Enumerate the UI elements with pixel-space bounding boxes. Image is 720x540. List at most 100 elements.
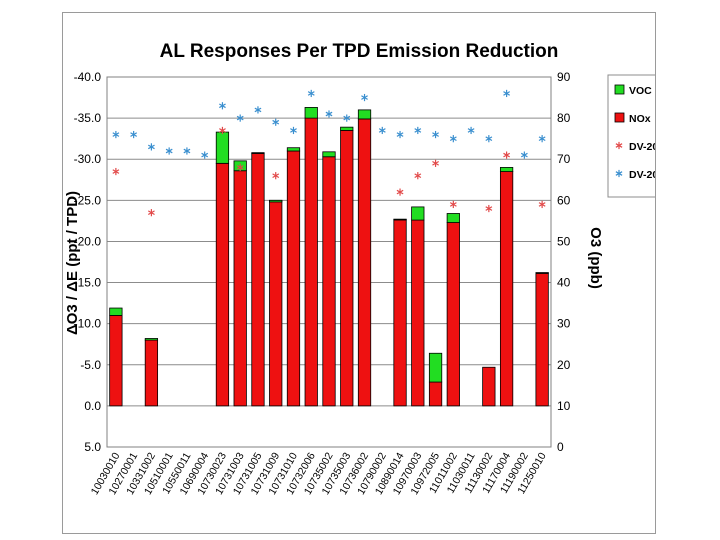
dv2018-marker — [219, 126, 226, 135]
dv2018-marker — [414, 172, 422, 180]
dv2007-marker — [414, 126, 422, 135]
dv2018-marker-stroke — [396, 189, 404, 195]
voc-bar — [446, 213, 460, 223]
dv2007-marker-stroke — [272, 119, 280, 125]
dv-2018-legend-label: DV-2018 — [629, 141, 655, 153]
y-tick-label: -15.0 — [74, 276, 102, 290]
dv2007-marker — [307, 89, 315, 98]
nox-bar — [109, 315, 123, 407]
y2-tick-label: 30 — [557, 317, 571, 331]
dv2007-marker — [432, 130, 439, 139]
voc-bar — [215, 131, 230, 164]
dv2007-marker-stroke — [112, 132, 120, 137]
dv2018-marker — [432, 159, 439, 167]
y2-tick-label: 80 — [557, 111, 571, 125]
bars — [109, 107, 549, 407]
voc-bar — [340, 126, 354, 131]
dv2007-marker-stroke — [414, 128, 422, 133]
nox-bar — [535, 272, 549, 407]
nox-bar — [393, 218, 407, 407]
dv2007-marker-stroke — [449, 136, 457, 141]
dv2007-marker — [485, 135, 493, 143]
voc-bar — [357, 109, 372, 120]
dv2018-marker-stroke — [236, 165, 244, 170]
dv2007-marker — [520, 151, 528, 159]
dv2018-marker-stroke — [112, 169, 120, 174]
y2-tick-label: 20 — [557, 358, 571, 372]
nox-legend-swatch — [614, 112, 625, 123]
y-tick-label: 0.0 — [84, 399, 101, 413]
y2-tick-label: 90 — [557, 70, 571, 84]
dv2007-marker-stroke — [396, 132, 404, 137]
dv2007-marker — [343, 114, 351, 122]
y-tick-label: 5.0 — [84, 440, 101, 454]
y-axis-ticks: -40.0 -35.0 -30.0 -25.0 -20.0 -15.0 -10.0 -5.0 0… — [74, 70, 102, 454]
dv2007-marker — [378, 126, 386, 135]
dv2007-marker — [272, 118, 280, 126]
dv2007-marker — [219, 102, 226, 110]
y2-tick-label: 50 — [557, 234, 571, 248]
y2-tick-label: 0 — [557, 440, 564, 454]
legend-star-stroke — [615, 171, 623, 176]
dv2007-marker — [130, 130, 138, 139]
y-tick-label: -30.0 — [74, 152, 102, 166]
dv2018-marker-stroke — [449, 202, 457, 207]
dv2007-marker-stroke — [485, 136, 493, 141]
dv2018-marker-stroke — [219, 128, 226, 133]
dv2018-marker — [112, 167, 120, 176]
nox-bar — [499, 171, 514, 407]
dv2018-marker-stroke — [503, 152, 511, 158]
nox-bar — [357, 118, 372, 407]
dv2007-marker — [503, 89, 511, 98]
voc-bar — [109, 307, 123, 316]
voc-bar — [535, 272, 549, 274]
dv-2007-legend-label: DV-2007 — [629, 169, 655, 181]
dv2007-marker-stroke — [520, 152, 528, 158]
dv2007-marker — [361, 93, 368, 102]
dv2018-marker-stroke — [485, 206, 493, 211]
dv2018-marker-stroke — [147, 210, 155, 215]
dv2018-marker — [449, 200, 457, 209]
y2-axis-ticks: 90 80 70 60 50 40 30 20 10 0 — [557, 70, 571, 454]
dv2007-marker — [147, 143, 155, 151]
nox-bar — [215, 162, 230, 407]
dv2007-marker-stroke — [147, 144, 155, 150]
nox-bar — [144, 339, 159, 407]
voc-bar — [251, 152, 265, 154]
dv2018-marker — [538, 200, 546, 209]
dv2007-marker-stroke — [165, 148, 173, 154]
voc-bar — [411, 206, 425, 221]
y-tick-label: -35.0 — [74, 111, 102, 125]
y2-axis-label: O3 (ppb) — [587, 227, 604, 289]
voc-bar — [269, 199, 283, 203]
dv2007-marker — [396, 130, 404, 139]
nox-bar — [304, 117, 318, 407]
y2-tick-label: 60 — [557, 193, 571, 207]
dv2007-marker — [183, 147, 191, 155]
dv2007-marker-stroke — [290, 128, 297, 133]
dv2007-marker — [325, 110, 333, 118]
dv2018-marker-stroke — [538, 202, 546, 207]
nox-bar — [428, 381, 443, 407]
nox-bar — [482, 366, 496, 407]
dv2007-marker-stroke — [432, 132, 439, 137]
dv2007-marker-stroke — [361, 95, 368, 100]
dv2007-marker-stroke — [219, 103, 226, 109]
y-tick-label: -10.0 — [74, 317, 102, 331]
dv2007-marker — [538, 135, 546, 143]
y-tick-label: -25.0 — [74, 193, 102, 207]
dv2007-marker-stroke — [201, 152, 209, 158]
plot-area — [106, 76, 552, 448]
y2-tick-label: 40 — [557, 276, 571, 290]
dv2018-marker-stroke — [272, 173, 280, 178]
nox-bar — [286, 150, 301, 407]
voc-bar — [428, 352, 443, 383]
dv2007-marker-stroke — [130, 132, 138, 137]
legend-star-stroke — [615, 143, 623, 148]
dv2007-marker-stroke — [538, 136, 546, 141]
nox-bar — [269, 199, 283, 407]
nox-legend-label: NOx — [629, 113, 651, 125]
dv2018-marker — [272, 172, 280, 180]
voc-bar — [286, 147, 301, 152]
nox-bar — [233, 170, 247, 407]
